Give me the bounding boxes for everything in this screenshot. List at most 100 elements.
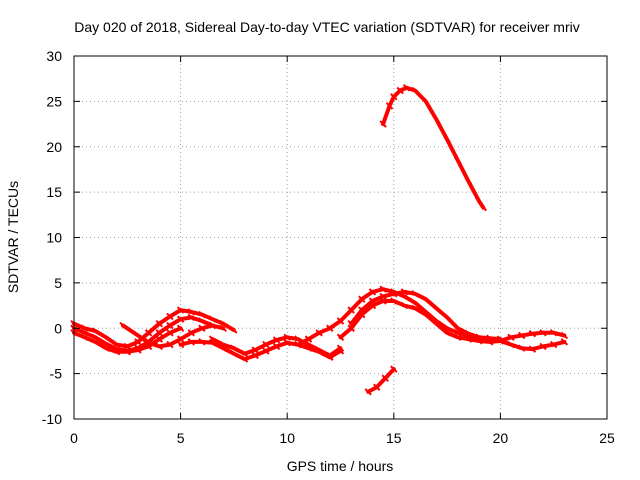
data-point <box>496 337 505 345</box>
data-point <box>262 340 270 349</box>
data-point <box>219 320 227 328</box>
data-point <box>539 342 547 351</box>
data-point <box>381 374 389 382</box>
data-point <box>539 329 547 337</box>
data-point <box>411 290 419 298</box>
data-point <box>176 324 185 332</box>
data-point <box>373 383 381 391</box>
data-point <box>443 324 451 332</box>
data-point <box>528 345 537 353</box>
data-point <box>402 84 411 92</box>
data-point <box>176 335 185 343</box>
data-point <box>390 290 398 298</box>
data-point <box>432 320 441 328</box>
data-point <box>240 349 249 358</box>
series-arc-6 <box>208 333 345 360</box>
data-point <box>549 340 558 349</box>
series-line <box>178 339 343 362</box>
series-arc-9 <box>347 288 569 353</box>
series-arc-10 <box>379 84 488 212</box>
data-point <box>198 338 206 346</box>
chart-title: Day 020 of 2018, Sidereal Day-to-day VTE… <box>74 19 579 35</box>
data-point <box>219 324 227 332</box>
plot-frame <box>73 55 608 420</box>
data-point <box>464 335 473 343</box>
data-point <box>390 93 398 101</box>
data-point <box>230 344 238 352</box>
data-point <box>464 177 473 185</box>
series-arc-8 <box>336 297 569 346</box>
data-point <box>230 326 238 334</box>
y-tick-label: 10 <box>46 230 62 246</box>
series-arc-4 <box>119 321 227 351</box>
data-point <box>123 348 132 356</box>
data-point <box>119 321 127 330</box>
data-point <box>315 346 323 354</box>
data-point <box>166 321 174 330</box>
data-point <box>208 321 217 330</box>
data-point <box>379 285 387 293</box>
data-point <box>336 333 345 342</box>
data-point <box>294 340 302 349</box>
data-point <box>364 388 372 396</box>
data-point <box>528 329 537 338</box>
data-point <box>475 333 483 342</box>
data-point <box>102 339 110 348</box>
data-point <box>294 335 302 343</box>
data-point <box>283 339 291 347</box>
data-point <box>283 333 291 342</box>
data-point <box>390 297 398 305</box>
x-axis-label: GPS time / hours <box>287 458 394 474</box>
data-point <box>91 338 100 346</box>
series-layer <box>70 84 569 396</box>
data-point <box>443 329 451 337</box>
tick-layer: 0 5 10 15 20 25 -10 -5 0 5 10 15 20 25 30 <box>42 48 615 446</box>
data-point <box>486 335 494 343</box>
data-point <box>326 324 334 332</box>
data-point <box>507 340 515 349</box>
y-tick-label: 15 <box>46 184 62 200</box>
data-point <box>347 320 355 328</box>
series-line <box>72 308 236 349</box>
data-point <box>454 324 462 332</box>
y-tick-label: 20 <box>46 139 62 155</box>
y-tick-label: 0 <box>54 320 62 336</box>
data-point <box>390 365 398 373</box>
data-point <box>304 335 313 343</box>
y-tick-label: 25 <box>46 93 62 109</box>
data-point <box>422 295 430 303</box>
data-point <box>479 203 488 212</box>
data-point <box>80 324 89 332</box>
y-tick-label: -5 <box>50 366 63 382</box>
series-line <box>381 85 486 210</box>
data-point <box>315 329 323 337</box>
data-point <box>400 288 409 296</box>
data-point <box>400 301 409 310</box>
data-point <box>208 315 217 323</box>
data-point <box>251 346 259 354</box>
y-tick-label: 5 <box>54 275 62 291</box>
data-point <box>134 338 142 346</box>
data-point <box>336 317 345 325</box>
data-point <box>347 306 355 314</box>
data-point <box>155 320 163 328</box>
data-point <box>272 336 281 344</box>
data-point <box>219 344 227 352</box>
data-point <box>198 310 206 319</box>
data-point <box>400 292 409 301</box>
data-point <box>454 156 462 165</box>
data-point <box>187 308 195 316</box>
data-point <box>166 340 174 349</box>
data-point <box>251 351 259 360</box>
data-point <box>166 329 174 337</box>
data-point <box>144 329 153 337</box>
data-point <box>358 295 366 303</box>
data-point <box>91 327 100 335</box>
series-arc-11 <box>364 365 398 396</box>
y-tick-label: 30 <box>46 48 62 64</box>
data-point <box>358 306 366 314</box>
data-point <box>208 339 217 347</box>
series-arc-1 <box>70 306 238 351</box>
data-point <box>411 304 419 312</box>
data-point <box>176 340 185 349</box>
